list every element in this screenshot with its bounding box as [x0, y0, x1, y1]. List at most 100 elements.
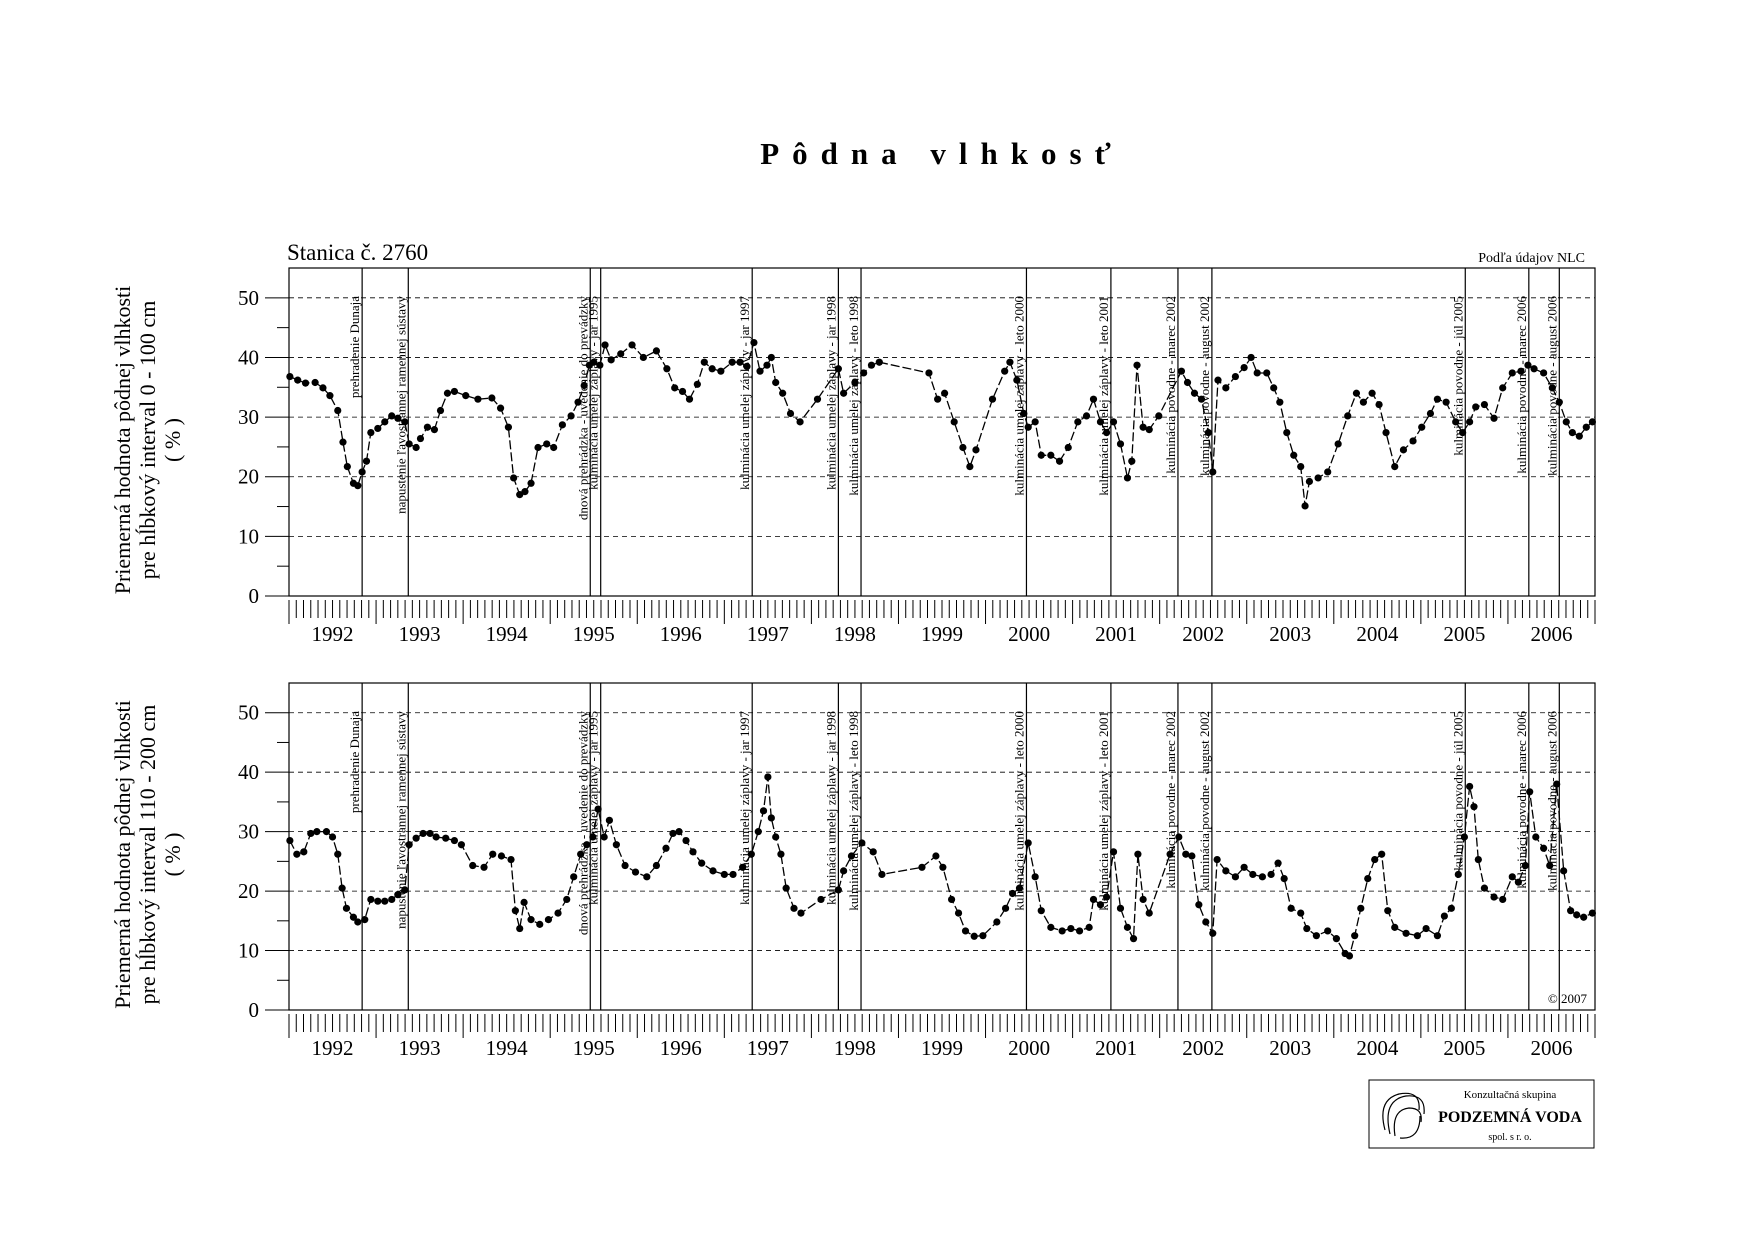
y-tick-label: 30 — [238, 405, 259, 429]
data-point — [1568, 428, 1576, 437]
data-point — [1332, 935, 1341, 943]
data-point — [1031, 418, 1039, 426]
data-point — [1074, 418, 1082, 426]
data-point — [443, 389, 452, 397]
data-point — [1521, 861, 1529, 870]
data-point — [840, 867, 848, 875]
x-tick-label: 2003 — [1269, 1036, 1311, 1060]
y-tick-label: 20 — [238, 879, 259, 903]
data-point — [1263, 369, 1271, 377]
data-point — [489, 850, 497, 858]
data-point — [767, 353, 775, 362]
data-point — [772, 833, 780, 841]
data-point — [941, 389, 949, 397]
x-tick-label: 1994 — [486, 1036, 529, 1060]
event-label: kulminácia umelej záplavy - leto 2000 — [1011, 711, 1026, 911]
data-point — [1089, 895, 1098, 904]
data-point — [875, 358, 883, 366]
data-point — [1378, 850, 1386, 858]
data-point — [1359, 398, 1368, 406]
data-point — [1287, 904, 1295, 912]
data-point — [1575, 432, 1583, 440]
data-point — [1334, 440, 1342, 448]
data-point — [374, 897, 382, 905]
data-point — [1145, 909, 1153, 917]
data-point — [516, 924, 524, 933]
data-point — [1175, 833, 1183, 841]
data-point — [1258, 873, 1267, 881]
event-label: kulminácia povodne - marec 2006 — [1514, 711, 1529, 889]
logo-frame — [1368, 1079, 1595, 1149]
data-point — [662, 844, 670, 852]
data-point — [1508, 873, 1516, 881]
data-point — [1422, 924, 1430, 933]
data-point — [961, 927, 970, 935]
data-point — [516, 491, 524, 499]
data-point — [450, 387, 459, 396]
data-point — [813, 395, 822, 403]
data-point — [374, 424, 382, 433]
data-point — [988, 395, 997, 403]
data-point — [736, 358, 744, 366]
data-point — [1209, 468, 1217, 476]
data-point — [1351, 932, 1359, 940]
data-point — [1024, 423, 1032, 431]
data-point — [1102, 893, 1111, 901]
event-label: kulminácia povodne - júl 2005 — [1450, 711, 1465, 871]
event-label: napustenie ľavostrannej ramennej sústavy — [393, 296, 408, 514]
data-point — [1213, 855, 1221, 864]
data-point — [436, 406, 445, 415]
data-point — [950, 418, 958, 426]
data-point — [764, 773, 772, 781]
event-label: kulminácia umelej záplavy - jar 1998 — [823, 711, 838, 905]
x-tick-label: 1994 — [486, 622, 529, 646]
data-point — [511, 907, 519, 915]
data-point — [743, 362, 751, 370]
data-point — [504, 423, 513, 431]
data-point — [536, 920, 544, 928]
data-point — [600, 833, 608, 841]
data-point — [1553, 780, 1561, 788]
data-point — [1382, 428, 1390, 437]
data-point — [367, 428, 375, 437]
data-point — [939, 863, 947, 871]
data-point — [1402, 929, 1410, 937]
data-point — [729, 870, 737, 879]
data-point — [1096, 418, 1105, 426]
data-point — [488, 394, 496, 402]
data-point — [450, 836, 459, 845]
data-point — [993, 918, 1001, 926]
data-point — [759, 807, 768, 815]
data-point — [682, 836, 690, 845]
data-point — [1182, 850, 1190, 858]
data-point — [678, 387, 687, 396]
x-tick-label: 2002 — [1182, 622, 1224, 646]
data-point — [1240, 863, 1248, 871]
x-tick-label: 2005 — [1443, 622, 1485, 646]
data-point — [1123, 474, 1132, 482]
data-point — [550, 443, 558, 452]
data-point — [1524, 361, 1532, 369]
y-axis-label: ( % ) — [160, 833, 185, 877]
data-point — [867, 361, 876, 369]
data-point — [1357, 904, 1365, 912]
data-point — [342, 904, 351, 912]
data-point — [469, 861, 477, 870]
x-tick-label: 1993 — [399, 622, 441, 646]
data-point — [322, 828, 331, 836]
data-point — [860, 369, 868, 377]
event-label: kulminácia povodne - august 2002 — [1197, 296, 1212, 476]
data-point — [925, 369, 933, 377]
data-point — [1155, 412, 1163, 420]
data-point — [358, 468, 366, 476]
data-point — [1582, 423, 1590, 431]
data-point — [947, 895, 956, 904]
data-point — [1442, 398, 1450, 406]
data-point — [1303, 924, 1311, 933]
data-point — [1240, 363, 1248, 372]
data-point — [338, 884, 346, 892]
data-point — [782, 884, 790, 892]
data-point — [1270, 384, 1278, 392]
data-point — [423, 423, 432, 431]
x-tick-label: 1997 — [747, 622, 789, 646]
